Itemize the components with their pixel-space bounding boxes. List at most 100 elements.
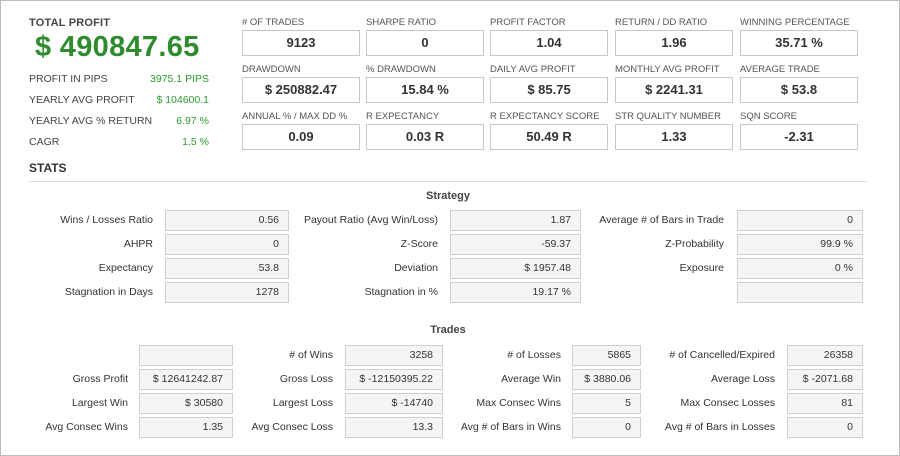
stat-label: Deviation: [394, 262, 438, 274]
metric-average-trade: AVERAGE TRADE $ 53.8: [740, 64, 860, 103]
total-profit-label: TOTAL PROFIT: [29, 17, 111, 29]
metric-label: AVERAGE TRADE: [740, 64, 820, 75]
metric-value: 0: [366, 30, 484, 56]
stat-value: 0 %: [737, 258, 863, 279]
strategy-section-title: Strategy: [425, 190, 471, 202]
metric-label: DRAWDOWN: [242, 64, 301, 75]
summary-label: YEARLY AVG % RETURN: [29, 115, 153, 127]
trade-stat-label: Gross Profit: [72, 373, 128, 385]
trade-stat-label: # of Losses: [507, 349, 561, 361]
stat-value: 1278: [165, 282, 289, 303]
stat-label: Stagnation in %: [364, 286, 438, 298]
summary-row-profit-pips: PROFIT IN PIPS 3975.1 PIPS: [29, 73, 209, 89]
metric-value: 0.09: [242, 124, 360, 150]
stat-label: Expectancy: [98, 262, 153, 274]
metric-value: 1.96: [615, 30, 733, 56]
metric-value: 0.03 R: [366, 124, 484, 150]
metric-label: RETURN / DD RATIO: [615, 17, 708, 28]
trade-stat-value: 3258: [345, 345, 443, 366]
trade-stat-value: $ 30580: [139, 393, 233, 414]
metric-percent-drawdown: % DRAWDOWN 15.84 %: [366, 64, 486, 103]
summary-row-yearly-avg-profit: YEARLY AVG PROFIT $ 104600.1: [29, 94, 209, 110]
total-profit-value: $ 490847.65: [35, 31, 200, 63]
trade-stat-label: Avg # of Bars in Losses: [664, 421, 775, 433]
summary-value: 6.97 %: [176, 115, 209, 127]
metric-label: ANNUAL % / MAX DD %: [242, 111, 348, 122]
metric-profit-factor: PROFIT FACTOR 1.04: [490, 17, 610, 56]
metric-value: $ 250882.47: [242, 77, 360, 103]
metric-sqn-score: SQN SCORE -2.31: [740, 111, 860, 150]
stat-label: Z-Score: [400, 238, 438, 250]
stat-value: 19.17 %: [450, 282, 581, 303]
metric-label: STR QUALITY NUMBER: [615, 111, 721, 122]
metric-number-of-trades: # OF TRADES 9123: [242, 17, 362, 56]
summary-row-yearly-avg-return: YEARLY AVG % RETURN 6.97 %: [29, 115, 209, 131]
stat-value: $ 1957.48: [450, 258, 581, 279]
summary-label: YEARLY AVG PROFIT: [29, 94, 135, 106]
metric-label: SQN SCORE: [740, 111, 798, 122]
trade-stat-label: Average Win: [501, 373, 561, 385]
metric-value: $ 53.8: [740, 77, 858, 103]
trade-stat-value: $ -12150395.22: [345, 369, 443, 390]
trade-stat-label: Avg Consec Loss: [251, 421, 333, 433]
stats-divider: [29, 181, 867, 182]
trade-stat-value: 26358: [787, 345, 863, 366]
trade-stat-value: 13.3: [345, 417, 443, 438]
trade-stat-value: [139, 345, 233, 366]
stat-label: Wins / Losses Ratio: [60, 214, 153, 226]
metric-return-dd-ratio: RETURN / DD RATIO 1.96: [615, 17, 735, 56]
summary-row-cagr: CAGR 1.5 %: [29, 136, 209, 152]
metric-label: WINNING PERCENTAGE: [740, 17, 850, 28]
summary-value: 1.5 %: [182, 136, 209, 148]
metric-value: $ 85.75: [490, 77, 608, 103]
trade-stat-label: Average Loss: [710, 373, 775, 385]
metric-label: R EXPECTANCY: [366, 111, 440, 122]
stats-title: STATS: [29, 161, 67, 175]
metric-label: MONTHLY AVG PROFIT: [615, 64, 720, 75]
metric-value: 1.33: [615, 124, 733, 150]
stat-label: AHPR: [123, 238, 153, 250]
summary-label: PROFIT IN PIPS: [29, 73, 108, 85]
summary-value: $ 104600.1: [156, 94, 209, 106]
stat-value: 1.87: [450, 210, 581, 231]
trade-stat-value: 0: [787, 417, 863, 438]
metric-value: 35.71 %: [740, 30, 858, 56]
metric-annual-max-dd: ANNUAL % / MAX DD % 0.09: [242, 111, 362, 150]
metric-value: 9123: [242, 30, 360, 56]
metric-r-expectancy-score: R EXPECTANCY SCORE 50.49 R: [490, 111, 610, 150]
trade-stat-value: $ 3880.06: [572, 369, 641, 390]
trade-stat-value: 5865: [572, 345, 641, 366]
metric-value: $ 2241.31: [615, 77, 733, 103]
trade-stat-label: Largest Loss: [272, 397, 333, 409]
metric-winning-percentage: WINNING PERCENTAGE 35.71 %: [740, 17, 860, 56]
trade-stat-label: Max Consec Wins: [476, 397, 561, 409]
trade-stat-label: # of Wins: [289, 349, 333, 361]
trade-stat-value: $ -14740: [345, 393, 443, 414]
stat-value: 0: [737, 210, 863, 231]
stat-label: Average # of Bars in Trade: [599, 214, 724, 226]
metric-value: 1.04: [490, 30, 608, 56]
metric-value: 15.84 %: [366, 77, 484, 103]
metric-label: PROFIT FACTOR: [490, 17, 566, 28]
stat-label: Payout Ratio (Avg Win/Loss): [303, 214, 438, 226]
trade-stat-value: $ 12641242.87: [139, 369, 233, 390]
trade-stat-value: 5: [572, 393, 641, 414]
trade-stat-value: 0: [572, 417, 641, 438]
stat-value: -59.37: [450, 234, 581, 255]
summary-value: 3975.1 PIPS: [150, 73, 209, 85]
metric-drawdown: DRAWDOWN $ 250882.47: [242, 64, 362, 103]
metric-monthly-avg-profit: MONTHLY AVG PROFIT $ 2241.31: [615, 64, 735, 103]
trade-stat-label: Largest Win: [71, 397, 128, 409]
stat-label: Stagnation in Days: [64, 286, 153, 298]
stat-label: Exposure: [679, 262, 724, 274]
trade-stat-label: Gross Loss: [279, 373, 333, 385]
metric-value: 50.49 R: [490, 124, 608, 150]
metric-label: DAILY AVG PROFIT: [490, 64, 576, 75]
stat-value: 0: [165, 234, 289, 255]
trade-stat-label: Avg # of Bars in Wins: [460, 421, 561, 433]
metric-label: R EXPECTANCY SCORE: [490, 111, 600, 122]
metric-r-expectancy: R EXPECTANCY 0.03 R: [366, 111, 486, 150]
summary-label: CAGR: [29, 136, 60, 148]
stat-value: [737, 282, 863, 303]
